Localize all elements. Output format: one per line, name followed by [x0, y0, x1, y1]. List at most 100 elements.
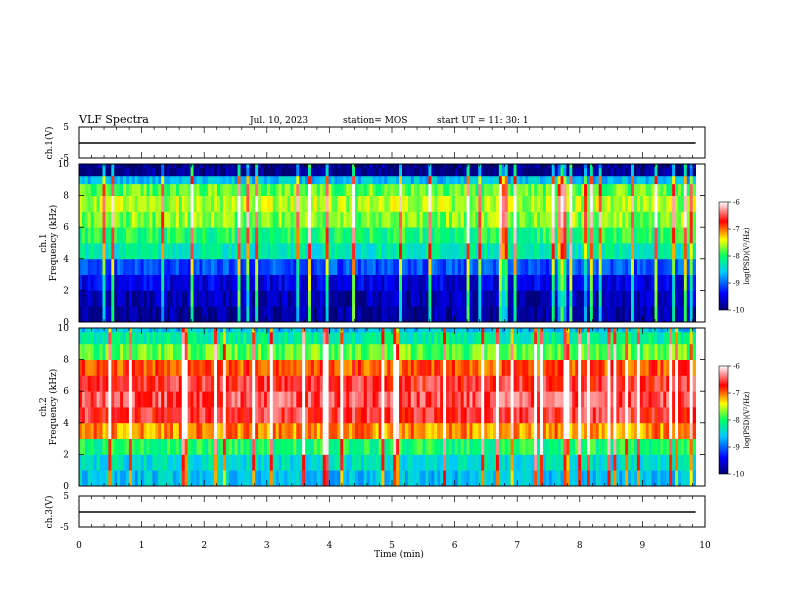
ch1-spectrogram-cell	[172, 290, 177, 307]
ch2-spectrogram-cell	[240, 391, 244, 408]
ch1-spectrogram-cell	[404, 227, 409, 244]
ch2-spectrogram-cell	[152, 359, 156, 376]
ch1-spectrogram-cell	[513, 227, 517, 244]
ch1-spectrogram-cell	[554, 290, 559, 307]
ch1-spectrogram-cell	[325, 274, 329, 291]
ch1-spectrogram-cell	[337, 274, 341, 291]
ch2-spectrogram-cell	[495, 422, 500, 439]
ch2-spectrogram-cell	[134, 331, 139, 345]
ch2-spectrogram-cell	[372, 454, 376, 471]
ch2-spectrogram-cell	[675, 407, 679, 424]
ch1-spectrogram-cell	[349, 164, 353, 169]
ch1-spectrogram-cell	[610, 164, 614, 169]
ch2-spectrogram-cell	[222, 331, 227, 345]
ch1-spectrogram-cell	[102, 243, 106, 260]
ch2-spectrogram-cell	[419, 343, 423, 360]
ch1-spectrogram-cell	[443, 183, 447, 196]
ch2-spectrogram-cell	[692, 375, 697, 392]
ch2-spectrogram-ylabel-1: ch.2	[39, 397, 49, 416]
ch1-spectrogram-cell	[625, 195, 629, 212]
ch2-spectrogram-cell	[181, 454, 186, 471]
ch1-spectrogram-cell	[666, 227, 670, 244]
ch2-spectrogram-cell	[117, 359, 121, 376]
ch2-spectrogram-cell	[278, 359, 282, 376]
ch2-spectrogram-cell	[575, 391, 579, 408]
ch1-spectrogram-cell	[178, 306, 183, 323]
ch2-spectrogram-cell	[466, 359, 470, 376]
ch1-spectrogram-cell	[263, 258, 268, 275]
ch2-spectrogram-cell	[208, 328, 212, 333]
ch1-spectrogram-cell	[243, 183, 247, 196]
ch1-spectrogram-cell	[328, 274, 332, 291]
ch1-spectrogram-cell	[360, 211, 365, 228]
ch2-spectrogram-cell	[542, 343, 547, 360]
ch1-spectrogram-cell	[211, 175, 215, 185]
ch1-spectrogram-cell	[140, 243, 144, 260]
ch2-spectrogram-cell	[167, 422, 171, 439]
ch1-spectrogram-cell	[592, 258, 597, 275]
ch2-spectrogram-cell	[114, 359, 118, 376]
ch1-spectrogram-cell	[290, 306, 294, 323]
ch2-spectrogram-cell	[187, 438, 191, 455]
ch2-spectrogram-cell	[263, 375, 268, 392]
ch2-spectrogram-cell	[484, 391, 488, 408]
ch2-spectrogram-cell	[214, 454, 218, 471]
ch2-spectrogram-cell	[108, 438, 112, 455]
ch1-spectrogram-cell	[569, 211, 573, 228]
ch1-spectrogram-cell	[495, 164, 500, 169]
ch2-spectrogram-cell	[454, 470, 459, 487]
ch2-spectrogram-cell	[190, 454, 194, 471]
ch1-spectrogram-cell	[146, 274, 150, 291]
ch2-spectrogram-cell	[266, 343, 271, 360]
ch2-spectrogram-cell	[666, 422, 670, 439]
ch2-spectrogram-cell	[375, 422, 379, 439]
ch2-spectrogram-cell	[490, 454, 494, 471]
ch2-spectrogram-cell	[99, 359, 103, 376]
ch2-spectrogram-cell	[537, 422, 541, 439]
ch1-spectrogram-cell	[234, 290, 238, 307]
ch1-spectrogram-cell	[87, 274, 92, 291]
ch2-spectrogram-cell	[531, 470, 535, 487]
ch2-spectrogram-cell	[325, 359, 329, 376]
ch1-spectrogram-cell	[560, 195, 564, 212]
ch1-spectrogram-cell	[487, 258, 491, 275]
ch2-spectrogram-cell	[475, 438, 479, 455]
ch1-spectrogram-cell	[255, 274, 259, 291]
ch1-spectrogram-cell	[237, 167, 241, 177]
ch2-spectrogram-cell	[346, 470, 350, 487]
ch2-spectrogram-cell	[519, 343, 523, 360]
ch2-spectrogram-cell	[222, 422, 227, 439]
ch1-spectrogram-cell	[334, 164, 338, 169]
ch2-spectrogram-cell	[507, 343, 512, 360]
ch1-spectrogram-cell	[475, 195, 479, 212]
ch1-spectrogram-cell	[114, 175, 118, 185]
ch2-spectrogram-cell	[463, 375, 467, 392]
ch1-spectrogram-cell	[519, 164, 523, 169]
ch1-spectrogram-cell	[469, 258, 473, 275]
ch2-spectrogram-cell	[196, 343, 200, 360]
ch1-spectrogram-cell	[313, 167, 318, 177]
ch2-spectrogram-cell	[228, 359, 233, 376]
ch2-spectrogram-cell	[305, 375, 309, 392]
ch1-spectrogram-cell	[672, 243, 676, 260]
ch2-spectrogram-cell	[478, 470, 482, 487]
ch2-spectrogram-cell	[554, 375, 559, 392]
ch3-ytick-top: 5	[63, 492, 69, 502]
ch1-spectrogram-cell	[193, 175, 197, 185]
ch2-spectrogram-cell	[243, 375, 247, 392]
ch1-spectrogram-cell	[111, 167, 115, 177]
ch2-spectrogram-cell	[305, 343, 309, 360]
ch2-spectrogram-cell	[460, 438, 465, 455]
ch1-spectrogram-cell	[158, 306, 162, 323]
ch1-spectrogram-cell	[134, 290, 139, 307]
ch2-spectrogram-cell	[613, 328, 617, 333]
ch1-spectrogram-cell	[296, 243, 300, 260]
ch1-spectrogram-cell	[125, 290, 130, 307]
ch2-spectrogram-cell	[422, 391, 426, 408]
ch1-spectrogram-cell	[231, 227, 236, 244]
ch2-spectrogram-cell	[196, 438, 200, 455]
ch1-spectrogram-cell	[528, 175, 532, 185]
ch1-spectrogram-cell	[296, 211, 300, 228]
ch2-spectrogram-cell	[531, 331, 535, 345]
ch1-spectrogram-cell	[413, 164, 418, 169]
